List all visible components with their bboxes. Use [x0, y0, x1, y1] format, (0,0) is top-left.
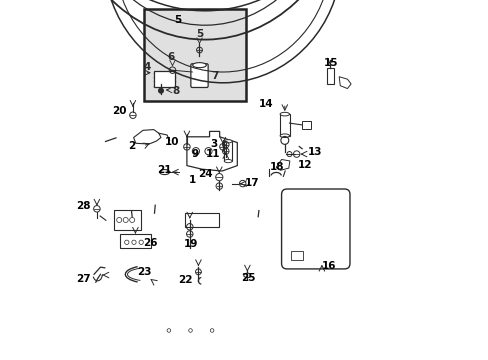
Bar	[185, 213, 219, 227]
Bar	[120, 234, 151, 248]
Text: 10: 10	[165, 137, 179, 147]
Text: 16: 16	[321, 261, 336, 271]
Circle shape	[158, 88, 163, 93]
FancyBboxPatch shape	[190, 64, 208, 87]
Bar	[326, 68, 334, 84]
Text: 17: 17	[244, 178, 259, 188]
FancyBboxPatch shape	[114, 210, 141, 230]
Text: 9: 9	[191, 149, 199, 159]
Text: 8: 8	[172, 86, 180, 96]
Text: 13: 13	[307, 147, 322, 157]
Text: 21: 21	[157, 165, 171, 175]
Ellipse shape	[192, 63, 206, 68]
Text: 2: 2	[127, 141, 135, 151]
Text: 6: 6	[167, 52, 174, 62]
Text: 5: 5	[174, 15, 181, 25]
Bar	[224, 141, 232, 161]
Text: 22: 22	[178, 275, 192, 285]
FancyBboxPatch shape	[143, 9, 246, 101]
Text: 15: 15	[323, 58, 338, 68]
Text: 26: 26	[142, 238, 157, 248]
Text: 19: 19	[183, 239, 198, 249]
Text: 24: 24	[198, 169, 212, 179]
Ellipse shape	[159, 170, 169, 175]
Ellipse shape	[244, 273, 250, 278]
Ellipse shape	[280, 112, 289, 116]
Text: 14: 14	[258, 99, 273, 109]
Text: 12: 12	[297, 160, 312, 170]
Text: 20: 20	[112, 106, 126, 116]
Text: 1: 1	[188, 175, 196, 185]
Text: 3: 3	[210, 139, 217, 149]
Bar	[290, 251, 303, 260]
Text: 27: 27	[76, 274, 90, 284]
FancyBboxPatch shape	[281, 189, 349, 269]
Text: 11: 11	[205, 149, 220, 159]
Bar	[280, 114, 289, 136]
Text: 23: 23	[137, 267, 151, 277]
Ellipse shape	[224, 159, 232, 163]
Text: 28: 28	[76, 201, 90, 211]
Ellipse shape	[224, 140, 232, 143]
Bar	[302, 121, 310, 129]
Ellipse shape	[280, 134, 289, 138]
Text: 4: 4	[143, 62, 151, 72]
Text: 18: 18	[269, 162, 284, 172]
Text: 7: 7	[211, 71, 218, 81]
Text: 5: 5	[196, 29, 203, 39]
Text: 25: 25	[241, 273, 256, 283]
Bar	[153, 71, 175, 87]
